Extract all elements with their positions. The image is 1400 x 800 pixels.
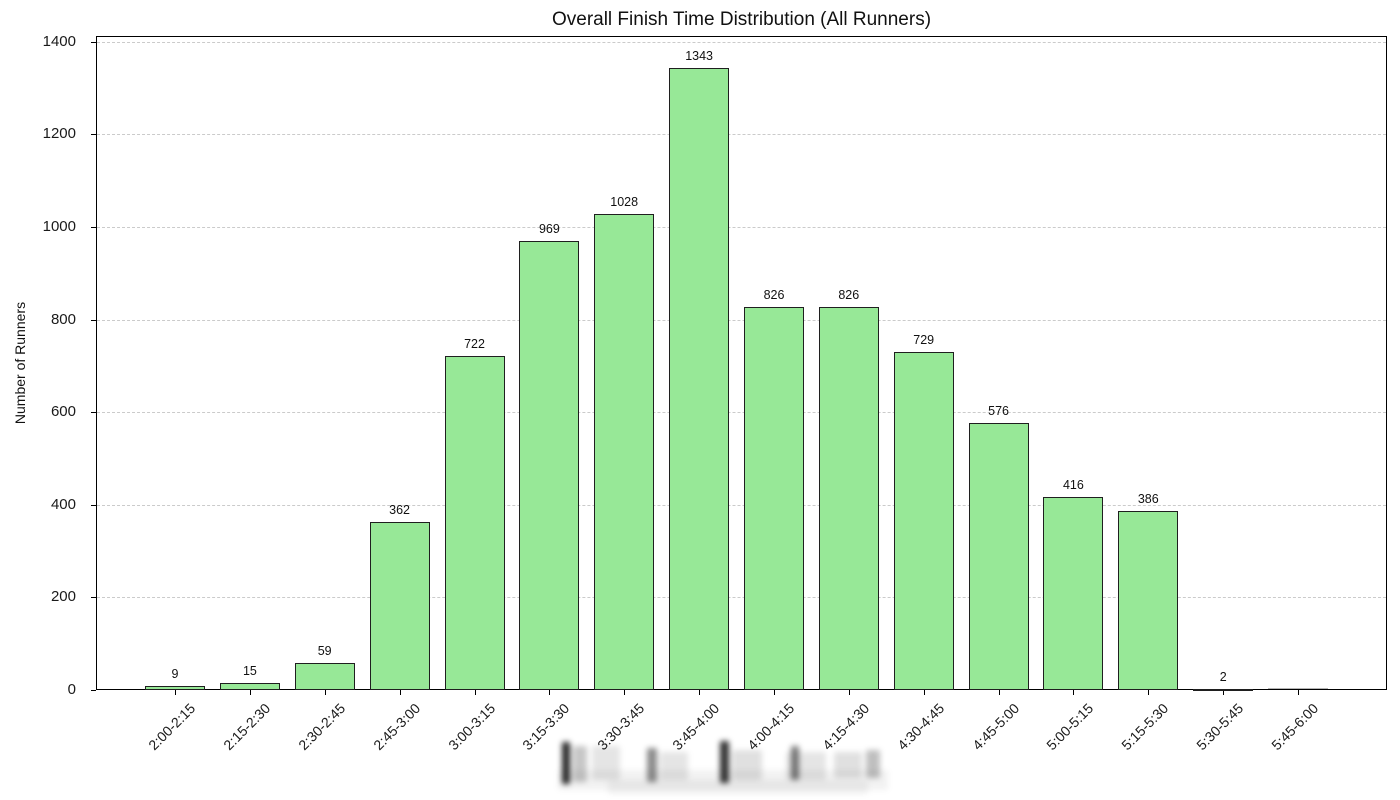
bar	[1193, 688, 1254, 691]
x-tick-mark	[474, 690, 476, 695]
bar-value-label: 576	[988, 404, 1010, 419]
gridline	[97, 226, 1386, 228]
y-tick-mark	[91, 134, 96, 136]
plot-area	[96, 36, 1387, 690]
y-tick-label: 400	[50, 495, 76, 513]
bar	[594, 213, 655, 690]
bar-value-label: 15	[242, 664, 257, 679]
bar	[219, 683, 280, 690]
y-tick-label: 1200	[42, 125, 76, 143]
gridline	[97, 504, 1386, 506]
x-tick-mark	[848, 690, 850, 695]
bar	[968, 423, 1029, 690]
x-tick-mark	[1223, 690, 1225, 695]
y-tick-label: 1000	[42, 217, 76, 235]
x-tick-mark	[1148, 690, 1150, 695]
bar	[369, 522, 430, 690]
bar	[145, 685, 205, 690]
x-tick-mark	[249, 690, 251, 695]
bar-value-label: 386	[1137, 492, 1159, 507]
bar-value-label: 362	[389, 503, 411, 518]
y-tick-mark	[91, 412, 96, 414]
x-tick-mark	[699, 690, 701, 695]
bar-value-label: 722	[464, 336, 485, 351]
chart-title: Overall Finish Time Distribution (All Ru…	[551, 9, 932, 30]
bar	[1043, 497, 1104, 690]
x-tick-mark	[998, 690, 1000, 695]
x-tick-mark	[399, 690, 401, 695]
y-tick-mark	[91, 504, 96, 506]
y-tick-mark	[91, 597, 96, 599]
x-tick-mark	[923, 690, 925, 695]
bar-value-label: 826	[838, 288, 860, 303]
y-tick-label: 800	[50, 310, 76, 328]
y-tick-label: 0	[67, 681, 76, 698]
bar	[893, 352, 954, 690]
gridline	[97, 597, 1386, 599]
y-tick-mark	[91, 319, 96, 321]
bar-value-label: 1343	[685, 49, 713, 63]
x-tick-mark	[1073, 690, 1075, 695]
bar	[818, 307, 879, 690]
gridline	[97, 41, 1386, 43]
y-tick-label: 600	[50, 403, 76, 421]
y-tick-mark	[91, 226, 96, 228]
bar-value-label: 826	[763, 288, 785, 303]
x-tick-mark	[549, 690, 551, 695]
bar	[1118, 511, 1179, 690]
x-tick-mark	[1298, 690, 1300, 695]
y-tick-mark	[91, 41, 96, 43]
x-tick-mark	[774, 690, 775, 695]
bar	[444, 355, 505, 690]
bar	[519, 241, 580, 690]
bar-value-label: 1028	[610, 194, 639, 209]
bar	[669, 68, 730, 690]
bar-value-label: 969	[538, 222, 560, 237]
gridline	[97, 319, 1386, 321]
bar-value-label: 2	[1219, 669, 1227, 684]
gridline	[97, 412, 1386, 414]
bar-value-label: 9	[171, 666, 179, 681]
gridline	[97, 134, 1386, 136]
bar	[744, 307, 804, 690]
bar-value-label: 729	[913, 333, 935, 348]
y-tick-mark	[91, 690, 96, 691]
y-tick-label: 200	[50, 588, 76, 606]
bar-value-label: 416	[1062, 478, 1084, 493]
x-tick-mark	[175, 690, 176, 695]
x-tick-mark	[624, 690, 626, 695]
bar	[294, 662, 355, 690]
bar-value-label: 59	[317, 643, 332, 658]
y-tick-label: 1400	[42, 32, 76, 50]
x-tick-mark	[324, 690, 326, 695]
x-tick-label: 5:45-6:00	[1268, 700, 1322, 754]
bar	[1268, 688, 1329, 689]
